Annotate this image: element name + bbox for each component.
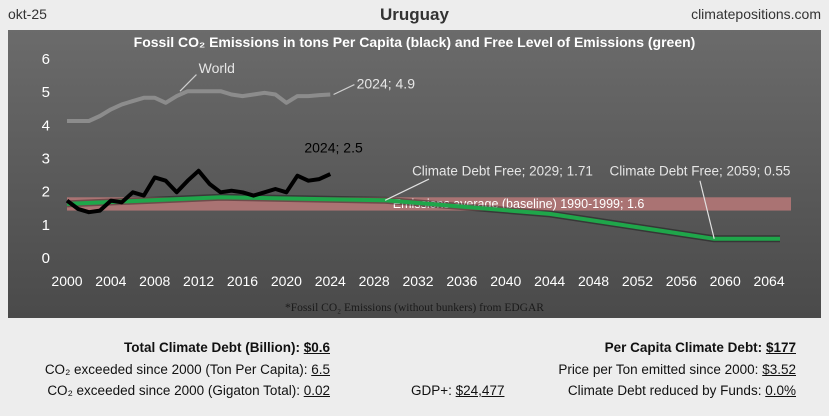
funds-label: Climate Debt reduced by Funds:: [567, 383, 762, 398]
gdp-row: GDP+: $24,477: [411, 383, 504, 398]
x-tick-label: 2032: [402, 273, 433, 289]
per-capita-row: Per Capita Climate Debt: $177: [605, 340, 796, 355]
world-2024-connector: [333, 83, 355, 96]
x-tick-label: 2036: [446, 273, 477, 289]
per-capita-label: Per Capita Climate Debt:: [604, 340, 763, 355]
world-line: [67, 89, 331, 123]
chart-title: Fossil CO₂ Emissions in tons Per Capita …: [134, 34, 696, 50]
price-label: Price per Ton emitted since 2000:: [558, 362, 759, 377]
x-tick-label: 2048: [578, 273, 609, 289]
price-row: Price per Ton emitted since 2000: $3.52: [558, 362, 796, 377]
x-tick-label: 2044: [534, 273, 565, 289]
funds-row: Climate Debt reduced by Funds: 0.0%: [568, 383, 796, 398]
date-label: okt-25: [8, 6, 47, 22]
total-debt-value: $0.6: [303, 340, 330, 355]
x-tick-label: 2004: [95, 273, 126, 289]
x-tick-label: 2008: [139, 273, 170, 289]
chart-background: [8, 30, 821, 318]
x-tick-label: 2020: [271, 273, 302, 289]
y-tick-label: 0: [42, 250, 50, 267]
x-tick-label: 2040: [490, 273, 521, 289]
co2-gigaton-value: 0.02: [303, 383, 330, 398]
gdp-value: $24,477: [455, 383, 505, 398]
y-tick-label: 4: [42, 117, 50, 134]
x-tick-label: 2012: [183, 273, 214, 289]
x-tick-label: 2016: [227, 273, 258, 289]
y-tick-label: 2: [42, 184, 50, 201]
co2-gigaton-row: CO₂ exceeded since 2000 (Gigaton Total):…: [47, 383, 330, 398]
world-2024-label: 2024; 4.9: [357, 76, 416, 92]
funds-value: 0.0%: [765, 383, 796, 398]
co2-ton-value: 6.5: [311, 362, 330, 377]
x-tick-label: 2000: [51, 273, 82, 289]
price-value: $3.52: [762, 362, 796, 377]
world-label: World: [199, 60, 235, 76]
country-2024-label: 2024; 2.5: [304, 140, 363, 156]
country-line: [65, 168, 332, 215]
per-capita-value: $177: [765, 340, 796, 355]
y-tick-label: 3: [42, 151, 50, 168]
country-title: Uruguay: [380, 5, 449, 24]
x-tick-label: 2056: [666, 273, 697, 289]
debt-free-1-label: Climate Debt Free; 2029; 1.71: [412, 164, 593, 179]
x-tick-label: 2064: [753, 273, 784, 289]
co2-gigaton-label: CO₂ exceeded since 2000 (Gigaton Total):: [47, 383, 300, 398]
gdp-label: GDP+:: [411, 383, 452, 398]
y-tick-label: 1: [42, 217, 50, 234]
debt-free-2-label: Climate Debt Free; 2059; 0.55: [610, 164, 791, 179]
total-debt-row: Total Climate Debt (Billion): $0.6: [124, 340, 330, 355]
y-tick-label: 5: [42, 84, 50, 101]
site-label: climatepositions.com: [691, 6, 821, 22]
chart-footnote: *Fossil CO₂ Emissions (without bunkers) …: [285, 302, 544, 314]
debt-free-2-connector: [699, 180, 715, 239]
y-tick-label: 6: [42, 51, 50, 68]
x-tick-label: 2052: [622, 273, 653, 289]
free-level-line: [66, 195, 780, 241]
co2-ton-label: CO₂ exceeded since 2000 (Ton Per Capita)…: [44, 362, 308, 377]
x-tick-label: 2060: [710, 273, 741, 289]
co2-ton-row: CO₂ exceeded since 2000 (Ton Per Capita)…: [45, 362, 330, 377]
world-label-connector: [179, 74, 197, 92]
debt-free-1-connector: [384, 178, 430, 201]
total-debt-label: Total Climate Debt (Billion):: [123, 340, 300, 355]
x-tick-label: 2028: [359, 273, 390, 289]
emissions-chart: Fossil CO₂ Emissions in tons Per Capita …: [8, 30, 821, 318]
x-tick-label: 2024: [315, 273, 346, 289]
